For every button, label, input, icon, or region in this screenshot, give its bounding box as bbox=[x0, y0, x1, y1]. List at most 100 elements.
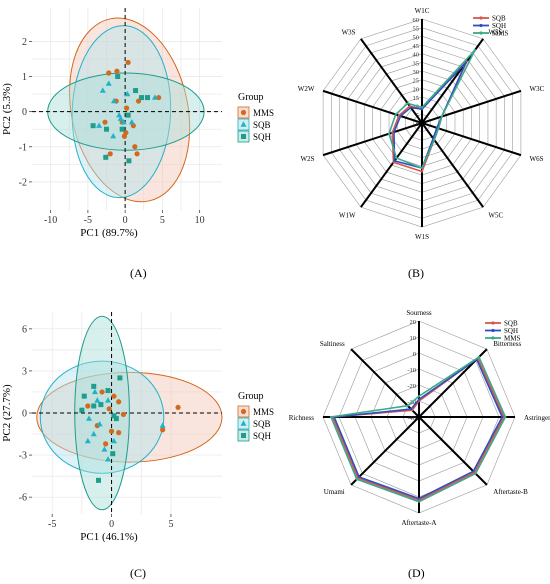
radar-point-mms bbox=[417, 395, 421, 398]
radar-spoke bbox=[421, 122, 484, 208]
point-mms bbox=[125, 59, 131, 66]
point-sqh bbox=[91, 383, 97, 389]
radar-axis-label: W5S bbox=[488, 29, 502, 37]
point-sqh bbox=[119, 126, 125, 132]
radar-axis-label: W6S bbox=[529, 155, 543, 163]
radar-axis-label: Aftertaste-B bbox=[493, 488, 528, 496]
radar-axis-label: W2S bbox=[301, 155, 315, 163]
radar-axis-label: Astringency bbox=[524, 414, 550, 422]
legend-title: Group bbox=[238, 391, 264, 402]
radar-point-mms bbox=[406, 404, 409, 407]
radar-point-sqh bbox=[464, 61, 467, 64]
radar-point-mms bbox=[504, 415, 507, 419]
point-sqh bbox=[104, 126, 110, 132]
y-tick-label: -6 bbox=[19, 493, 27, 504]
point-sqh bbox=[133, 88, 139, 94]
radar-spoke bbox=[360, 122, 423, 208]
radar-tick-label: -20 bbox=[407, 383, 416, 390]
legend-marker-mms bbox=[240, 408, 247, 415]
radar-axis-label: W2W bbox=[298, 85, 315, 93]
y-tick-label: -2 bbox=[19, 177, 27, 188]
panel-c: -5 0 5 6 3 0 -3 -6 PC1 (46.1%) PC2 (27.7%) Group MM… bbox=[0, 292, 275, 584]
point-mms bbox=[134, 151, 140, 157]
radar-chart-d: 20100-10-20-30-40SournessBitternessAstri… bbox=[289, 309, 550, 527]
radar-point-mms bbox=[387, 132, 391, 135]
point-sqb bbox=[110, 437, 117, 444]
radar-tick-label: 45 bbox=[413, 43, 420, 50]
point-sqh bbox=[125, 112, 131, 118]
radar-tick-label: 60 bbox=[413, 17, 420, 24]
radar-point-mms bbox=[473, 48, 477, 52]
radar-axis-label: Sourness bbox=[406, 309, 432, 317]
legend-label-sqh: SQH bbox=[253, 132, 272, 142]
point-mms bbox=[106, 70, 112, 76]
y-tick-label: 3 bbox=[22, 366, 27, 377]
x-tick-label: 5 bbox=[160, 215, 165, 226]
legend-label-mms: MMS bbox=[253, 108, 274, 118]
legend-marker-mms bbox=[240, 109, 247, 116]
legend-marker-sqb bbox=[240, 420, 247, 426]
point-sqb bbox=[128, 118, 135, 125]
legend-label-sqh: SQH bbox=[253, 431, 272, 441]
point-mms bbox=[120, 411, 127, 418]
radar-tick-label: 55 bbox=[413, 26, 420, 33]
point-sqb bbox=[90, 430, 97, 437]
radar-point-mms bbox=[395, 156, 398, 160]
radar-point-mms bbox=[417, 500, 421, 503]
y-tick-label: 6 bbox=[22, 324, 27, 335]
radar-tick-label: 20 bbox=[413, 86, 420, 93]
point-sqb bbox=[116, 111, 123, 118]
radar-tick-label: 10 bbox=[410, 335, 417, 342]
point-sqb bbox=[105, 397, 111, 403]
x-tick-label: -10 bbox=[44, 215, 57, 226]
radar-point-sqh bbox=[420, 108, 424, 111]
x-tick-label: 0 bbox=[123, 215, 128, 226]
legend-title: Group bbox=[238, 92, 264, 103]
panel-label-b: (B) bbox=[408, 266, 424, 280]
panel-label-d: (D) bbox=[408, 566, 425, 580]
radar-point-sqh bbox=[409, 407, 413, 411]
radar-point-mms bbox=[406, 102, 409, 105]
x-tick-label: -5 bbox=[48, 519, 56, 530]
radar-point-mms bbox=[437, 127, 440, 130]
radar-axis-label: Umami bbox=[324, 488, 345, 496]
radar-tick-label: 0 bbox=[413, 351, 416, 358]
legend-marker-sqh bbox=[241, 433, 246, 438]
y-axis-label: PC2 (5.3%) bbox=[1, 83, 13, 135]
point-sqb bbox=[159, 422, 166, 428]
y-tick-label: 0 bbox=[22, 409, 27, 420]
x-tick-label: -5 bbox=[84, 215, 92, 226]
panel-a: -10 -5 0 5 10 2 1 0 -1 -2 PC1 (89.7%) PC2 (5.3%) Gro… bbox=[0, 0, 275, 292]
radar-axis-label: W1C bbox=[415, 7, 430, 15]
point-sqh bbox=[115, 74, 121, 80]
radar-point-mms bbox=[433, 138, 436, 141]
ellipse-sqb bbox=[39, 360, 165, 474]
radar-tick-label: 20 bbox=[410, 319, 417, 326]
point-mms bbox=[116, 430, 122, 436]
radar-axis-label: Richness bbox=[289, 414, 315, 422]
radar-tick-label: 35 bbox=[413, 60, 420, 67]
y-tick-label: 2 bbox=[22, 37, 27, 48]
point-mms bbox=[132, 144, 138, 150]
y-axis-label: PC2 (27.7%) bbox=[1, 384, 13, 442]
radar-tick-label: 30 bbox=[413, 69, 420, 76]
point-mms bbox=[111, 393, 117, 399]
radar-point-sqh bbox=[501, 415, 504, 419]
radar-point-sqh bbox=[417, 398, 421, 401]
legend-dot-sqh bbox=[479, 23, 483, 28]
x-axis-label: PC1 (46.1%) bbox=[80, 531, 138, 543]
radar-tick-label: 5 bbox=[416, 112, 419, 119]
radar-tick-label: -10 bbox=[407, 367, 416, 374]
point-sqb bbox=[105, 80, 112, 86]
legend-label-mms: MMS bbox=[504, 335, 520, 343]
point-sqh bbox=[103, 154, 109, 160]
radar-chart-b: 051015202530354045505560W1CW5SW3CW6SW5CW… bbox=[298, 7, 545, 241]
y-tick-label: 1 bbox=[22, 72, 27, 83]
point-sqb bbox=[91, 388, 98, 395]
point-mms bbox=[160, 427, 166, 433]
point-sqb bbox=[99, 87, 106, 93]
radar-tick-label: 50 bbox=[413, 34, 420, 41]
point-sqh bbox=[90, 123, 96, 129]
point-sqh bbox=[126, 158, 132, 164]
